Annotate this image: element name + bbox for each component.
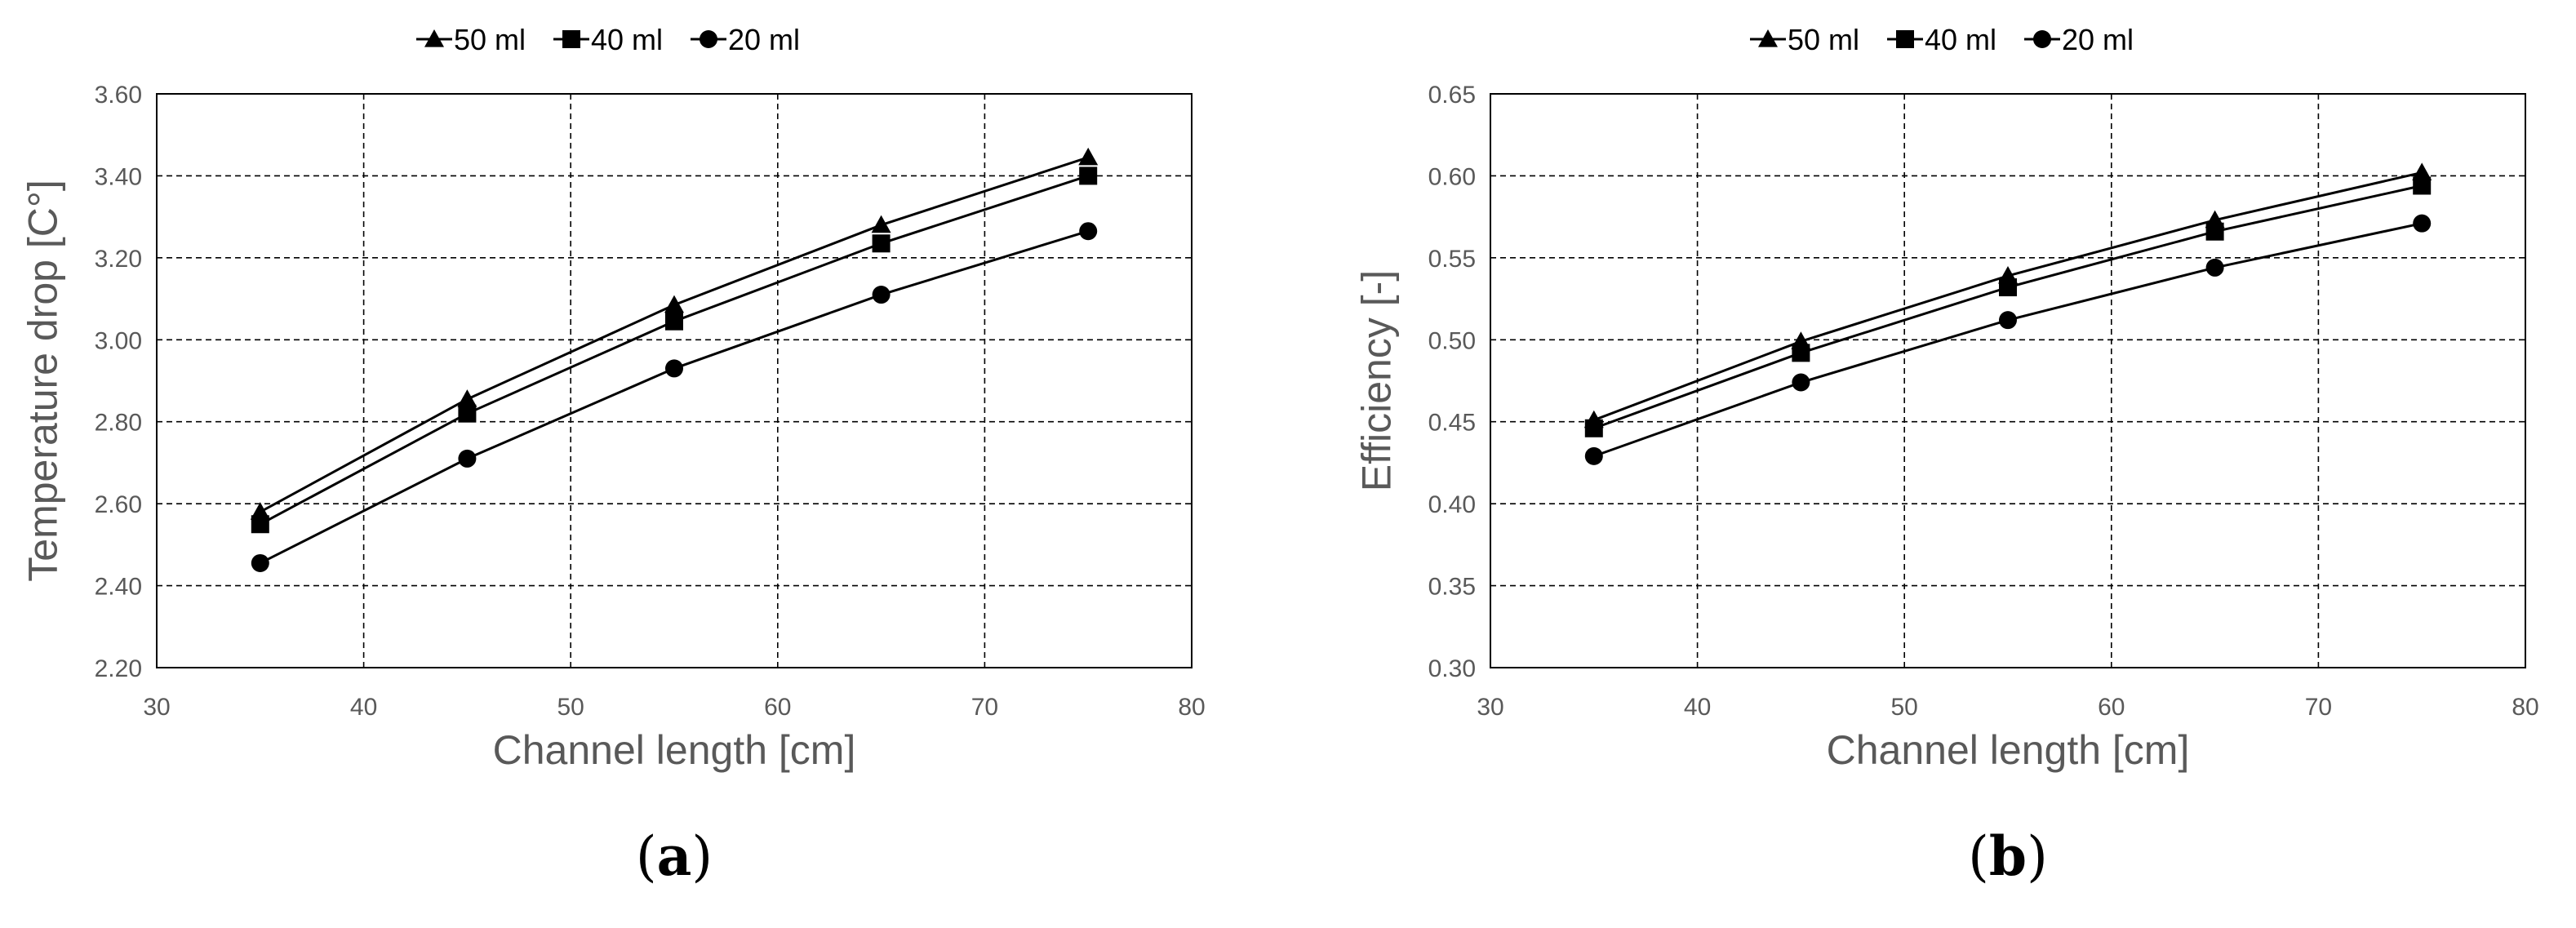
- legend-marker-circle-icon: [2033, 30, 2051, 48]
- legend-marker-square-icon: [1896, 30, 1914, 48]
- data-point: [665, 359, 683, 378]
- y-tick-label: 0.40: [1428, 491, 1476, 518]
- x-axis-label: Channel length [cm]: [493, 727, 856, 773]
- data-point: [1584, 446, 1603, 465]
- y-tick-label: 0.60: [1428, 163, 1476, 190]
- legend-entry: 50 ml: [1750, 23, 1859, 56]
- legend-label: 20 ml: [728, 23, 800, 56]
- x-tick-label: 40: [1684, 694, 1711, 721]
- data-point: [1999, 311, 2017, 330]
- x-tick-label: 80: [1178, 694, 1205, 721]
- x-tick-label: 30: [143, 694, 170, 721]
- panel-label-letter: a: [657, 824, 692, 888]
- y-axis-label: Temperature drop [C°]: [20, 180, 66, 581]
- panel-label-close: ): [691, 825, 713, 888]
- legend-marker-square-icon: [562, 30, 580, 48]
- legend-entry: 40 ml: [1887, 23, 1996, 56]
- legend-entry: 40 ml: [553, 23, 663, 56]
- data-point: [458, 449, 477, 468]
- data-point: [2205, 258, 2224, 277]
- data-point: [2205, 222, 2224, 241]
- x-tick-label: 30: [1477, 694, 1503, 721]
- legend-label: 20 ml: [2062, 23, 2134, 56]
- data-point: [1584, 419, 1603, 437]
- data-point: [665, 312, 683, 331]
- y-tick-label: 3.60: [95, 82, 142, 109]
- legend-entry: 50 ml: [416, 23, 526, 56]
- y-tick-label: 2.80: [95, 410, 142, 437]
- legend-entry: 20 ml: [2024, 23, 2134, 56]
- x-tick-label: 80: [2512, 694, 2538, 721]
- x-tick-label: 50: [1891, 694, 1918, 721]
- data-point: [2413, 214, 2432, 233]
- x-tick-label: 50: [557, 694, 584, 721]
- x-tick-label: 60: [764, 694, 791, 721]
- series-line-40-ml: [260, 175, 1089, 526]
- panel-label: (a): [636, 824, 713, 888]
- legend-label: 40 ml: [591, 23, 663, 56]
- y-tick-label: 0.35: [1428, 574, 1476, 601]
- y-tick-label: 0.50: [1428, 327, 1476, 354]
- panel-label-letter: b: [1989, 824, 2027, 888]
- y-tick-label: 0.65: [1428, 82, 1476, 109]
- legend-entry: 20 ml: [691, 23, 800, 56]
- legend-label: 40 ml: [1925, 23, 1996, 56]
- y-tick-label: 0.30: [1428, 655, 1476, 682]
- data-point: [251, 515, 269, 534]
- data-point: [2412, 162, 2432, 181]
- panel-label-close: ): [2027, 825, 2048, 888]
- plot-area: [1490, 93, 2526, 668]
- legend-label: 50 ml: [1788, 23, 1859, 56]
- data-point: [1792, 373, 1810, 392]
- legend-marker-circle-icon: [700, 30, 717, 48]
- data-point: [1792, 344, 1810, 362]
- x-axis-label: Channel length [cm]: [1827, 727, 2190, 773]
- legend-marker-triangle-icon: [1758, 29, 1778, 47]
- data-point: [664, 295, 684, 313]
- y-tick-label: 0.55: [1428, 246, 1476, 273]
- y-tick-label: 3.40: [95, 163, 142, 190]
- panel-label-open: (: [1968, 825, 1989, 888]
- data-point: [872, 286, 890, 304]
- data-point: [251, 553, 269, 572]
- data-point: [2413, 176, 2432, 195]
- data-point: [1999, 278, 2017, 297]
- x-tick-label: 40: [350, 694, 377, 721]
- data-point: [457, 389, 477, 407]
- series-line-20-ml: [260, 229, 1089, 565]
- x-tick-label: 60: [2098, 694, 2125, 721]
- x-tick-label: 70: [971, 694, 998, 721]
- y-tick-label: 3.20: [95, 246, 142, 273]
- y-tick-label: 2.20: [95, 655, 142, 682]
- y-axis-label: Efficiency [-]: [1354, 270, 1400, 491]
- chart-panel-b: 0.30 0.35 0.40 0.45 0.50 0.55 0.60 0.65 30 40 50 60…: [1354, 23, 2539, 888]
- y-tick-label: 0.45: [1428, 410, 1476, 437]
- y-tick-label: 2.40: [95, 574, 142, 601]
- panel-label-open: (: [636, 825, 657, 888]
- series-line-40-ml: [1593, 184, 2423, 430]
- data-point: [1079, 222, 1098, 241]
- data-point: [458, 404, 477, 423]
- data-point: [1079, 167, 1098, 185]
- data-point: [1078, 147, 1099, 166]
- y-tick-label: 2.60: [95, 491, 142, 518]
- panel-label: (b): [1968, 824, 2048, 888]
- y-tick-label: 3.00: [95, 327, 142, 354]
- data-point: [872, 234, 890, 253]
- data-point: [871, 215, 891, 233]
- legend-marker-triangle-icon: [424, 29, 444, 47]
- plot-area: [156, 93, 1193, 668]
- legend-label: 50 ml: [454, 23, 526, 56]
- chart-panel-a: 2.20 2.40 2.60 2.80 3.00 3.20 3.40 3.60 30 40 50 60…: [20, 23, 1206, 888]
- x-tick-label: 70: [2305, 694, 2332, 721]
